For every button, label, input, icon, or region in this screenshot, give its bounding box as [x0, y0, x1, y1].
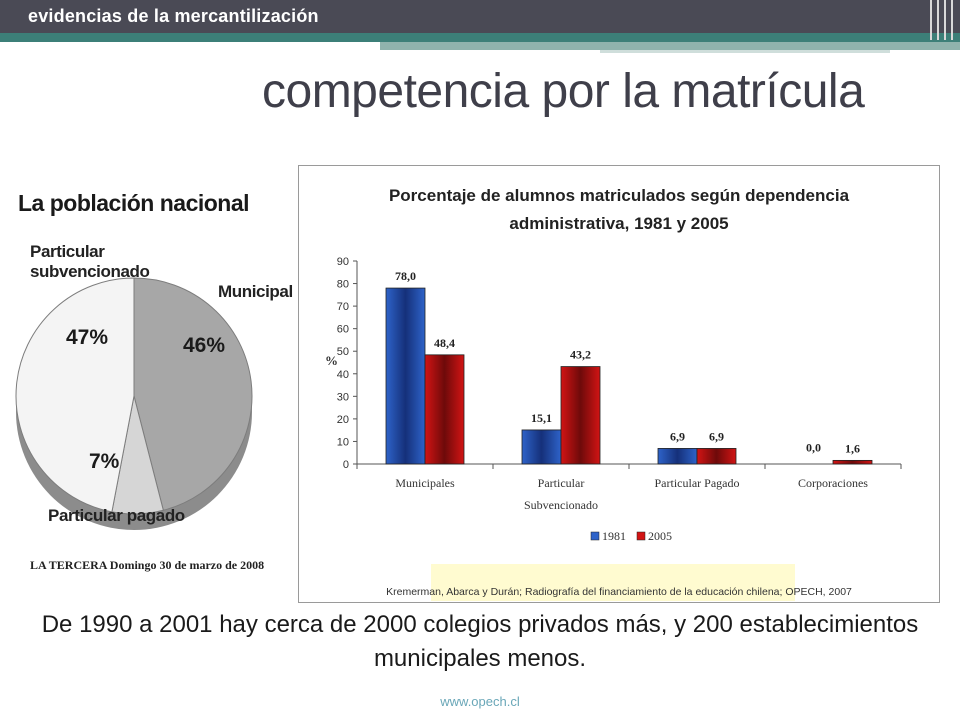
- pie-slice-municipal: [133, 277, 253, 511]
- data-label: 43,2: [570, 348, 591, 362]
- header-accent-bar-thin: [600, 50, 890, 53]
- header-stripe: [951, 0, 953, 40]
- header-stripe: [944, 0, 946, 40]
- header-accent-bar-light: [380, 42, 960, 50]
- bar-1981-1: [521, 429, 562, 465]
- bar-2005-1: [560, 366, 601, 465]
- y-tick-label: 0: [343, 459, 349, 471]
- y-tick-label: 90: [337, 256, 349, 268]
- y-tick-label: 60: [337, 324, 349, 336]
- y-tick-label: 80: [337, 279, 349, 291]
- y-tick-label: 10: [337, 436, 349, 448]
- header-stripe: [930, 0, 932, 40]
- pie-label-subvencionado-line1: Particular: [30, 242, 105, 261]
- y-tick-label: 50: [337, 346, 349, 358]
- pie-label-municipal: Municipal: [218, 282, 293, 301]
- x-tick-label: Particular: [538, 476, 585, 490]
- newspaper-pie: [15, 277, 253, 530]
- bar-1981-0: [385, 287, 426, 465]
- pie-label-pagado: Particular pagado: [48, 506, 185, 525]
- legend-swatch-2005: [636, 531, 646, 541]
- bar-chart: 0 10 20 30 40 50 60 70 80 90% 78,0 48,4 Municipales 1…: [325, 256, 902, 543]
- footer-url[interactable]: www.opech.cl: [440, 694, 520, 709]
- page-title: competencia por la matrícula: [262, 65, 865, 118]
- pie-pct-pagado: 7%: [89, 450, 120, 473]
- newspaper-caption: LA TERCERA Domingo 30 de marzo de 2008: [30, 558, 265, 572]
- section-label: evidencias de la mercantilización: [28, 6, 319, 26]
- bar-2005-3: [832, 459, 873, 465]
- chart-title: Porcentaje de alumnos matriculados según…: [299, 182, 939, 238]
- data-label: 78,0: [395, 269, 416, 283]
- pie-label-subvencionado-line2: subvencionado: [30, 262, 150, 281]
- pie-pct-subvencionado: 47%: [66, 326, 109, 349]
- x-tick-label: Municipales: [395, 476, 455, 490]
- legend-label-1981: 1981: [602, 529, 626, 543]
- y-tick-label: 40: [337, 369, 349, 381]
- x-tick-label: Corporaciones: [798, 476, 868, 490]
- pie-pct-municipal: 46%: [183, 334, 226, 357]
- header-stripe: [937, 0, 939, 40]
- y-axis-label: %: [325, 353, 338, 368]
- bar-2005-2: [696, 448, 737, 465]
- chart-source: Kremerman, Abarca y Durán; Radiografía d…: [386, 586, 852, 598]
- x-tick-label-line2: Subvencionado: [524, 498, 598, 512]
- chart-panel: Porcentaje de alumnos matriculados según…: [298, 165, 940, 603]
- x-tick-label: Particular Pagado: [655, 476, 740, 490]
- legend-swatch-1981: [590, 531, 600, 541]
- pie-slice-subvencionado: [15, 277, 135, 513]
- y-tick-label: 30: [337, 391, 349, 403]
- chart-title-line1: Porcentaje de alumnos matriculados según…: [388, 186, 850, 205]
- header-band: [0, 0, 960, 53]
- y-tick-label: 70: [337, 301, 349, 313]
- chart-title-line2: administrativa, 1981 y 2005: [509, 214, 729, 233]
- data-label: 6,9: [670, 429, 685, 443]
- source-highlight: [431, 564, 795, 601]
- data-label: 0,0: [806, 441, 821, 455]
- newspaper-heading: La población nacional: [18, 190, 250, 216]
- data-label: 15,1: [531, 411, 552, 425]
- y-tick-label: 20: [337, 414, 349, 426]
- pie-label-subvencionado: Particular subvencionado: [30, 242, 150, 282]
- legend-label-2005: 2005: [648, 529, 672, 543]
- data-label: 6,9: [709, 429, 724, 443]
- newspaper-pie-panel: La población nacional Particular subvenc…: [8, 180, 293, 580]
- header-accent-bar: [0, 33, 960, 42]
- bar-1981-2: [657, 448, 698, 465]
- data-label: 1,6: [845, 441, 860, 455]
- bar-2005-0: [424, 354, 465, 465]
- statement-text: De 1990 a 2001 hay cerca de 2000 colegio…: [41, 611, 919, 672]
- data-label: 48,4: [434, 336, 455, 350]
